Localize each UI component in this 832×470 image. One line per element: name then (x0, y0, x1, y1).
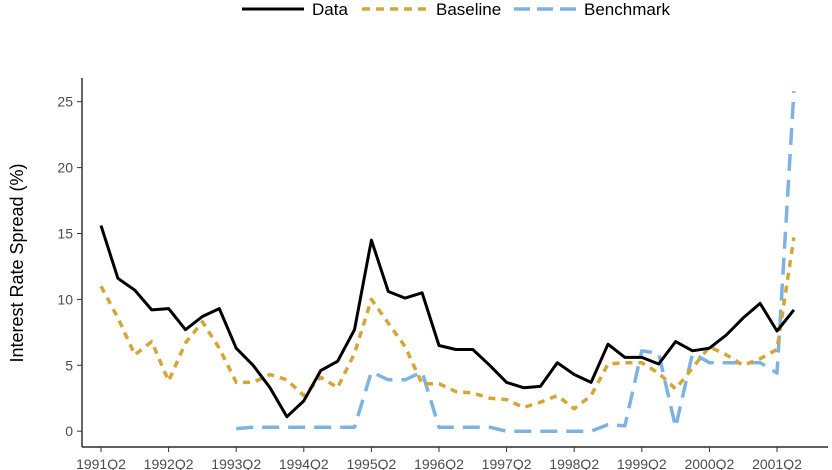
x-tick-label: 1997Q2 (482, 456, 532, 470)
y-tick-label: 15 (57, 226, 73, 242)
legend-label-baseline: Baseline (436, 0, 501, 19)
x-tick-label: 2001Q2 (752, 456, 802, 470)
y-axis: 0 5 10 15 20 25 (57, 78, 83, 447)
y-tick-label: 20 (57, 160, 73, 176)
x-tick-label: 1995Q2 (346, 456, 396, 470)
x-tick-label: 1993Q2 (211, 456, 261, 470)
x-tick-label: 1992Q2 (144, 456, 194, 470)
y-tick-label: 10 (57, 291, 73, 307)
series-line-baseline (99, 237, 796, 411)
x-tick-label: 2000Q2 (684, 456, 734, 470)
x-tick-label: 1998Q2 (549, 456, 599, 470)
y-tick-label: 0 (65, 423, 73, 439)
x-axis: 1991Q2 1992Q2 1993Q2 1994Q2 1995Q2 1996Q2 1997… (76, 446, 828, 470)
series-line-data (99, 225, 796, 419)
y-tick-label: 5 (65, 357, 73, 373)
legend-label-data: Data (312, 0, 348, 19)
legend: Data Baseline Benchmark (242, 0, 670, 19)
x-tick-label: 1994Q2 (279, 456, 329, 470)
y-axis-title: Interest Rate Spread (%) (7, 163, 27, 362)
y-tick-label: 25 (57, 94, 73, 110)
series-line-benchmark (236, 91, 796, 433)
legend-label-benchmark: Benchmark (584, 0, 670, 19)
x-tick-label: 1996Q2 (414, 456, 464, 470)
x-tick-label: 1991Q2 (76, 456, 126, 470)
x-tick-label: 1999Q2 (617, 456, 667, 470)
series-layer (99, 91, 796, 433)
